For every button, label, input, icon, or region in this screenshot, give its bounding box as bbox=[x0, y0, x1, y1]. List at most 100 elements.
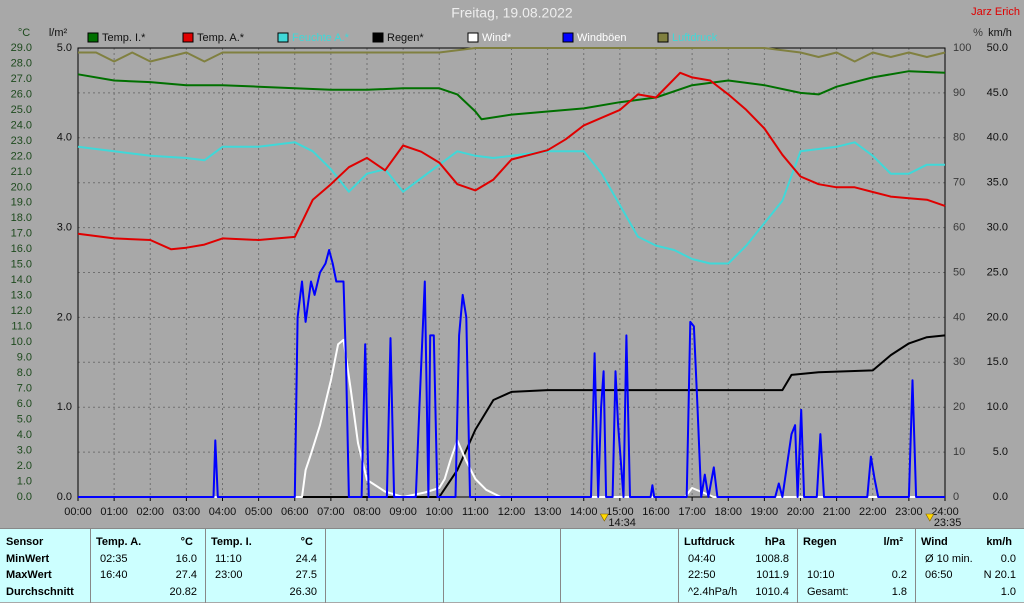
y-tick-label: 28.0 bbox=[11, 57, 32, 69]
x-tick-label: 00:00 bbox=[64, 506, 92, 518]
y-tick-label: 15.0 bbox=[987, 356, 1008, 368]
cell-label: 04:40 bbox=[688, 553, 716, 565]
cell-label: 06:50 bbox=[925, 569, 953, 581]
x-tick-label: 21:00 bbox=[823, 506, 851, 518]
cell-value: 20.82 bbox=[169, 586, 197, 598]
axis-unit: % bbox=[973, 27, 983, 39]
chart-title: Freitag, 19.08.2022 bbox=[451, 5, 573, 21]
y-tick-label: 23.0 bbox=[11, 135, 32, 147]
y-tick-label: 2.0 bbox=[17, 460, 32, 472]
sun-label: 14:34 bbox=[608, 517, 636, 528]
y-tick-label: 16.0 bbox=[11, 243, 32, 255]
x-tick-label: 20:00 bbox=[787, 506, 815, 518]
cell-value: 1.0 bbox=[1000, 586, 1016, 598]
y-tick-label: 7.0 bbox=[17, 383, 32, 395]
column-separator bbox=[205, 529, 206, 603]
cell-label: 02:35 bbox=[100, 553, 128, 565]
x-tick-label: 14:00 bbox=[570, 506, 598, 518]
cell-label: ^2.4hPa/h bbox=[688, 586, 738, 598]
section-head: Temp. I. bbox=[211, 536, 252, 548]
cell-value: 26.30 bbox=[289, 586, 317, 598]
y-tick-label: 26.0 bbox=[11, 88, 32, 100]
y-tick-label: 14.0 bbox=[11, 274, 32, 286]
y-tick-label: 12.0 bbox=[11, 305, 32, 317]
y-tick-label: 19.0 bbox=[11, 197, 32, 209]
y-tick-label: 60 bbox=[953, 222, 965, 234]
legend-swatch bbox=[467, 32, 479, 43]
y-tick-label: 70 bbox=[953, 177, 965, 189]
cell-value: 27.4 bbox=[175, 569, 197, 581]
x-tick-label: 02:00 bbox=[136, 506, 164, 518]
row-label: MinWert bbox=[6, 553, 50, 565]
y-tick-label: 9.0 bbox=[17, 352, 32, 364]
x-tick-label: 07:00 bbox=[317, 506, 345, 518]
x-tick-label: 18:00 bbox=[714, 506, 742, 518]
column-separator bbox=[325, 529, 326, 603]
y-tick-label: 21.0 bbox=[11, 166, 32, 178]
cell-value: 27.5 bbox=[295, 569, 317, 581]
axis-unit: l/m² bbox=[49, 27, 68, 39]
section-head: Regen bbox=[803, 536, 837, 548]
y-tick-label: 30.0 bbox=[987, 222, 1008, 234]
cell-value: 16.0 bbox=[175, 553, 197, 565]
column-separator bbox=[560, 529, 561, 603]
row-label: Sensor bbox=[6, 536, 44, 548]
cell-label: 11:10 bbox=[215, 553, 242, 565]
y-tick-label: 25.0 bbox=[987, 266, 1008, 278]
y-tick-label: 20.0 bbox=[987, 311, 1008, 323]
cell-value: N 20.1 bbox=[983, 569, 1016, 581]
legend-swatch bbox=[562, 32, 574, 43]
series-line bbox=[77, 70, 946, 121]
y-tick-label: 20.0 bbox=[11, 181, 32, 193]
section-unit: °C bbox=[180, 536, 193, 548]
column-separator bbox=[797, 529, 798, 603]
cell-value: 0.0 bbox=[1000, 553, 1016, 565]
y-tick-label: 3.0 bbox=[57, 222, 72, 234]
x-tick-label: 12:00 bbox=[498, 506, 526, 518]
y-tick-label: 50.0 bbox=[987, 42, 1008, 54]
legend-label: Luftdruck bbox=[672, 32, 718, 44]
cell-label: Ø 10 min. bbox=[925, 553, 973, 565]
y-tick-label: 5.0 bbox=[993, 446, 1008, 458]
legend-swatch bbox=[87, 32, 99, 43]
y-tick-label: 0.0 bbox=[993, 491, 1008, 503]
series-line bbox=[77, 71, 946, 251]
y-tick-label: 6.0 bbox=[17, 398, 32, 410]
y-tick-label: 4.0 bbox=[17, 429, 32, 441]
legend-label: Temp. A.* bbox=[197, 32, 245, 44]
y-tick-label: 5.0 bbox=[57, 42, 72, 54]
chart: Freitag, 19.08.2022 Jarz Erich °C 0.0 1.0 2… bbox=[11, 5, 1020, 528]
legend-swatch bbox=[657, 32, 669, 43]
x-tick-label: 04:00 bbox=[209, 506, 237, 518]
axis-unit: km/h bbox=[988, 27, 1012, 39]
row-label: Durchschnitt bbox=[6, 586, 74, 598]
legend-label: Windböen bbox=[577, 32, 627, 44]
x-tick-label: 19:00 bbox=[751, 506, 779, 518]
x-tick-label: 11:00 bbox=[462, 506, 489, 518]
y-tick-label: 17.0 bbox=[11, 228, 32, 240]
y-tick-label: 10 bbox=[953, 446, 965, 458]
section-unit: l/m² bbox=[883, 536, 903, 548]
y-tick-label: 8.0 bbox=[17, 367, 32, 379]
cell-value: 1008.8 bbox=[755, 553, 789, 565]
series-line bbox=[78, 47, 946, 63]
section-unit: km/h bbox=[986, 536, 1012, 548]
cell-label: 22:50 bbox=[688, 569, 716, 581]
x-tick-label: 03:00 bbox=[173, 506, 201, 518]
cell-label: 23:00 bbox=[215, 569, 243, 581]
row-label: MaxWert bbox=[6, 569, 52, 581]
y-tick-label: 11.0 bbox=[11, 321, 32, 333]
cell-label: Gesamt: bbox=[807, 586, 849, 598]
cell-value: 0.2 bbox=[891, 569, 907, 581]
x-tick-label: 17:00 bbox=[678, 506, 706, 518]
x-tick-label: 15:00 bbox=[606, 506, 634, 518]
y-tick-label: 0.0 bbox=[57, 491, 72, 503]
series-line bbox=[77, 141, 945, 265]
credit: Jarz Erich bbox=[971, 6, 1020, 18]
legend-label: Wind* bbox=[482, 32, 512, 44]
y-tick-label: 29.0 bbox=[11, 42, 32, 54]
y-tick-label: 100 bbox=[953, 42, 971, 54]
legend-label: Regen* bbox=[387, 32, 424, 44]
y-tick-label: 15.0 bbox=[11, 259, 32, 271]
